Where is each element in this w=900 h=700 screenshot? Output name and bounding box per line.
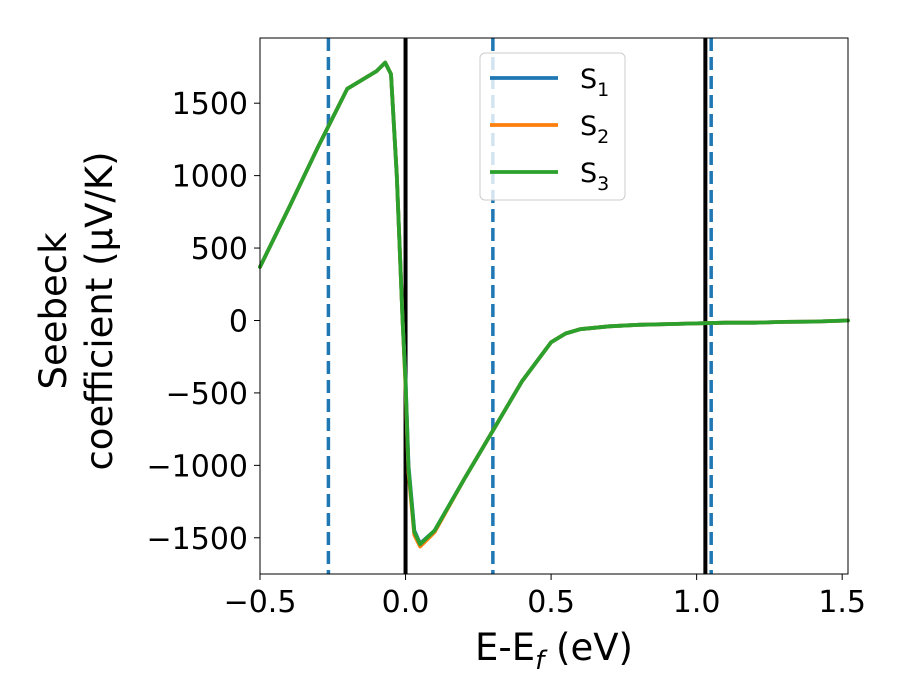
y-tick-label: −1500 [147, 522, 248, 557]
y-tick-label: −500 [166, 377, 248, 412]
x-tick-label: 0.0 [382, 585, 430, 620]
y-tick-label: 500 [191, 232, 248, 267]
x-tick-label: −0.5 [224, 585, 297, 620]
y-tick-label: −1000 [147, 449, 248, 484]
x-axis-label: E-Ef (eV) [475, 626, 633, 676]
legend-label-2: S2 [580, 111, 609, 148]
legend-label-3: S3 [580, 158, 609, 195]
legend: S1 S2 S3 [479, 52, 626, 201]
plot-frame [259, 37, 849, 575]
legend-label-1: S1 [580, 64, 609, 101]
y-axis-label: Seebeck coefficient (μV/K) [32, 151, 121, 470]
y-axis-label-line-2: coefficient (μV/K) [78, 151, 121, 470]
y-axis-ticks: −1500 −1000 −500 0 500 1000 1500 [147, 87, 260, 557]
y-tick-label: 0 [229, 304, 248, 339]
series-line-3 [258, 60, 850, 547]
x-tick-label: 0.5 [527, 585, 575, 620]
x-tick-label: 1.5 [818, 585, 866, 620]
y-tick-label: 1500 [172, 87, 248, 122]
vertical-reference-lines [326, 38, 713, 574]
y-axis-label-line-1: Seebeck [32, 232, 75, 390]
x-axis-ticks: −0.5 0.0 0.5 1.0 1.5 [224, 574, 866, 620]
y-tick-label: 1000 [172, 160, 248, 195]
series-lines [258, 60, 850, 549]
x-tick-label: 1.0 [673, 585, 721, 620]
